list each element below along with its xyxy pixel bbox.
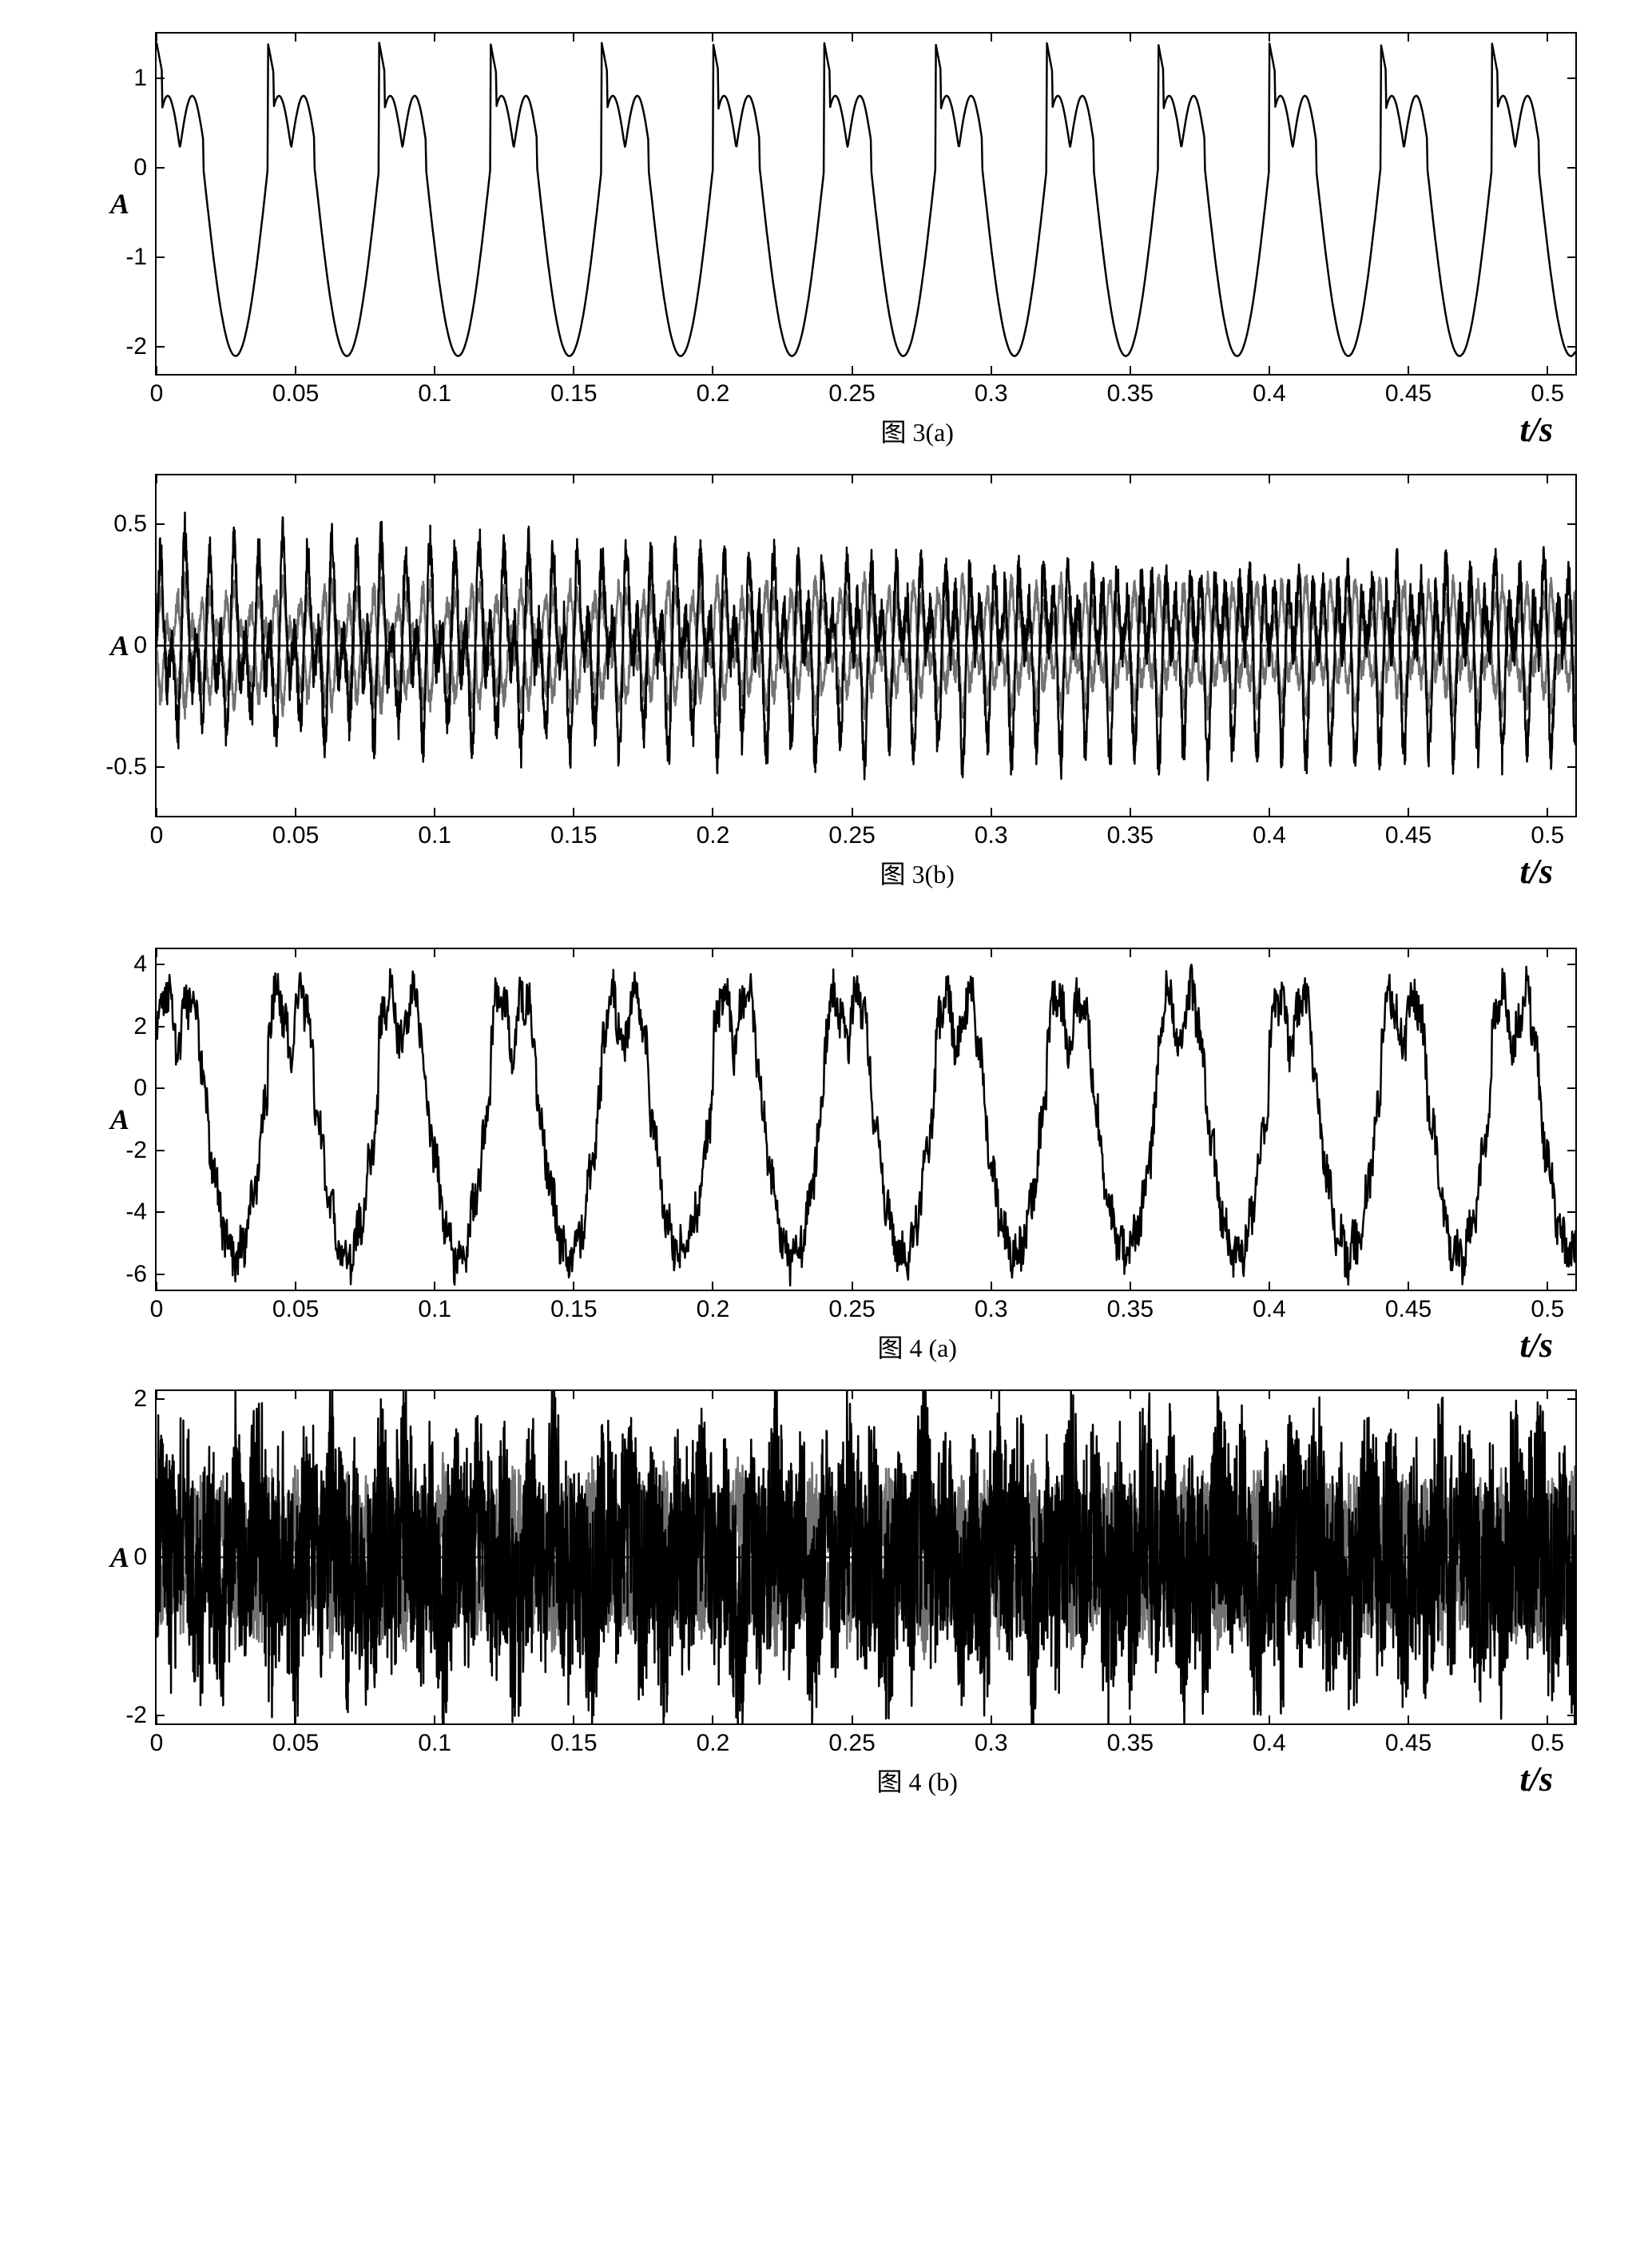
xtick-label: 0.15 [550, 816, 597, 849]
xtick-label: 0.4 [1253, 1723, 1286, 1757]
chart-fig4a: A -6 -4 -2 0 2 4 0 0.05 0.1 0.15 0.2 0.25 0.3 0.35 0.4 0… [75, 948, 1577, 1366]
xtick-label: 0.2 [697, 374, 730, 407]
waveform-line [157, 34, 1575, 374]
figure-caption: 图 3(b) [315, 854, 1519, 891]
xtick-label: 0.15 [550, 374, 597, 407]
ytick-label: -0.5 [105, 753, 157, 781]
xtick-label: 0.1 [418, 1723, 451, 1757]
xtick-label: 0.45 [1385, 374, 1432, 407]
x-axis-label: t/s [1519, 1759, 1553, 1799]
figure-caption: 图 4 (a) [315, 1328, 1519, 1365]
ytick-label: -2 [125, 1137, 157, 1164]
x-axis-label: t/s [1519, 409, 1553, 450]
xtick-label: 0.35 [1107, 1290, 1154, 1323]
x-axis-label: t/s [1519, 1325, 1553, 1366]
plot-area: A-2-10100.050.10.150.20.250.30.350.40.45… [155, 32, 1577, 376]
xtick-label: 0 [150, 374, 164, 407]
xtick-label: 0.5 [1531, 374, 1564, 407]
xtick-label: 0.2 [697, 1290, 730, 1323]
xtick-label: 0.35 [1107, 816, 1154, 849]
chart-fig3a: A -2 -1 0 1 0 0.05 0.1 0.15 0.2 0.25 0.3 0.35 0.4 0.45… [75, 32, 1577, 450]
xtick-label: 0.4 [1253, 1290, 1286, 1323]
xtick-label: 0.5 [1531, 1290, 1564, 1323]
ytick-label: 1 [133, 65, 157, 92]
xtick-label: 0.15 [550, 1290, 597, 1323]
xtick-label: 0.45 [1385, 816, 1432, 849]
xtick-label: 0.25 [828, 374, 875, 407]
waveform-line [157, 949, 1575, 1290]
xtick-label: 0 [150, 1723, 164, 1757]
xtick-label: 0.4 [1253, 816, 1286, 849]
xtick-label: 0.45 [1385, 1723, 1432, 1757]
plot-area: A-20200.050.10.150.20.250.30.350.40.450.… [155, 1389, 1577, 1725]
xtick-label: 0.05 [272, 1290, 319, 1323]
xtick-label: 0.35 [1107, 1723, 1154, 1757]
xtick-label: 0.3 [975, 816, 1008, 849]
xtick-label: 0.35 [1107, 374, 1154, 407]
xtick-label: 0.25 [828, 1723, 875, 1757]
ytick-label: -2 [125, 333, 157, 360]
ytick-label: -4 [125, 1199, 157, 1226]
xtick-label: 0.3 [975, 374, 1008, 407]
xtick-label: 0.5 [1531, 1723, 1564, 1757]
ytick-label: -1 [125, 244, 157, 271]
waveform-line [157, 475, 1575, 816]
xtick-label: 0.45 [1385, 1290, 1432, 1323]
ytick-label: 0 [133, 1075, 157, 1102]
xtick-label: 0.3 [975, 1723, 1008, 1757]
figure-caption: 图 4 (b) [315, 1762, 1519, 1799]
plot-area: A-0.500.500.050.10.150.20.250.30.350.40.… [155, 474, 1577, 817]
ytick-label: 4 [133, 951, 157, 978]
xtick-label: 0 [150, 1290, 164, 1323]
xtick-label: 0.05 [272, 1723, 319, 1757]
y-axis-label: A [110, 1540, 129, 1574]
xtick-label: 0.4 [1253, 374, 1286, 407]
xtick-label: 0 [150, 816, 164, 849]
xtick-label: 0.15 [550, 1723, 597, 1757]
y-axis-label: A [110, 629, 129, 662]
ytick-label: 0 [133, 154, 157, 181]
y-axis-label: A [110, 1103, 129, 1136]
xtick-label: 0.25 [828, 1290, 875, 1323]
xtick-label: 0.25 [828, 816, 875, 849]
y-axis-label: A [110, 187, 129, 221]
xtick-label: 0.1 [418, 816, 451, 849]
chart-fig4b: A-20200.050.10.150.20.250.30.350.40.450.… [75, 1389, 1577, 1799]
chart-fig3b: A -0.5 0 0.5 0 0.05 0.1 0.15 0.2 0.25 0.3 0.35 0.4 0.… [75, 474, 1577, 892]
section-gap [16, 916, 1636, 948]
waveform-line [157, 1391, 1575, 1723]
xtick-label: 0.2 [697, 1723, 730, 1757]
xtick-label: 0.5 [1531, 816, 1564, 849]
xtick-label: 0.05 [272, 816, 319, 849]
ytick-label: 2 [133, 1385, 157, 1413]
xtick-label: 0.1 [418, 374, 451, 407]
ytick-label: 2 [133, 1013, 157, 1040]
xtick-label: 0.05 [272, 374, 319, 407]
figure-caption: 图 3(a) [315, 412, 1519, 449]
ytick-label: 0.5 [113, 511, 157, 538]
xtick-label: 0.2 [697, 816, 730, 849]
plot-area: A-6-4-202400.050.10.150.20.250.30.350.40… [155, 948, 1577, 1291]
ytick-label: -6 [125, 1261, 157, 1288]
xtick-label: 0.3 [975, 1290, 1008, 1323]
xtick-label: 0.1 [418, 1290, 451, 1323]
ytick-label: 0 [133, 632, 157, 659]
ytick-label: 0 [133, 1544, 157, 1571]
x-axis-label: t/s [1519, 851, 1553, 892]
